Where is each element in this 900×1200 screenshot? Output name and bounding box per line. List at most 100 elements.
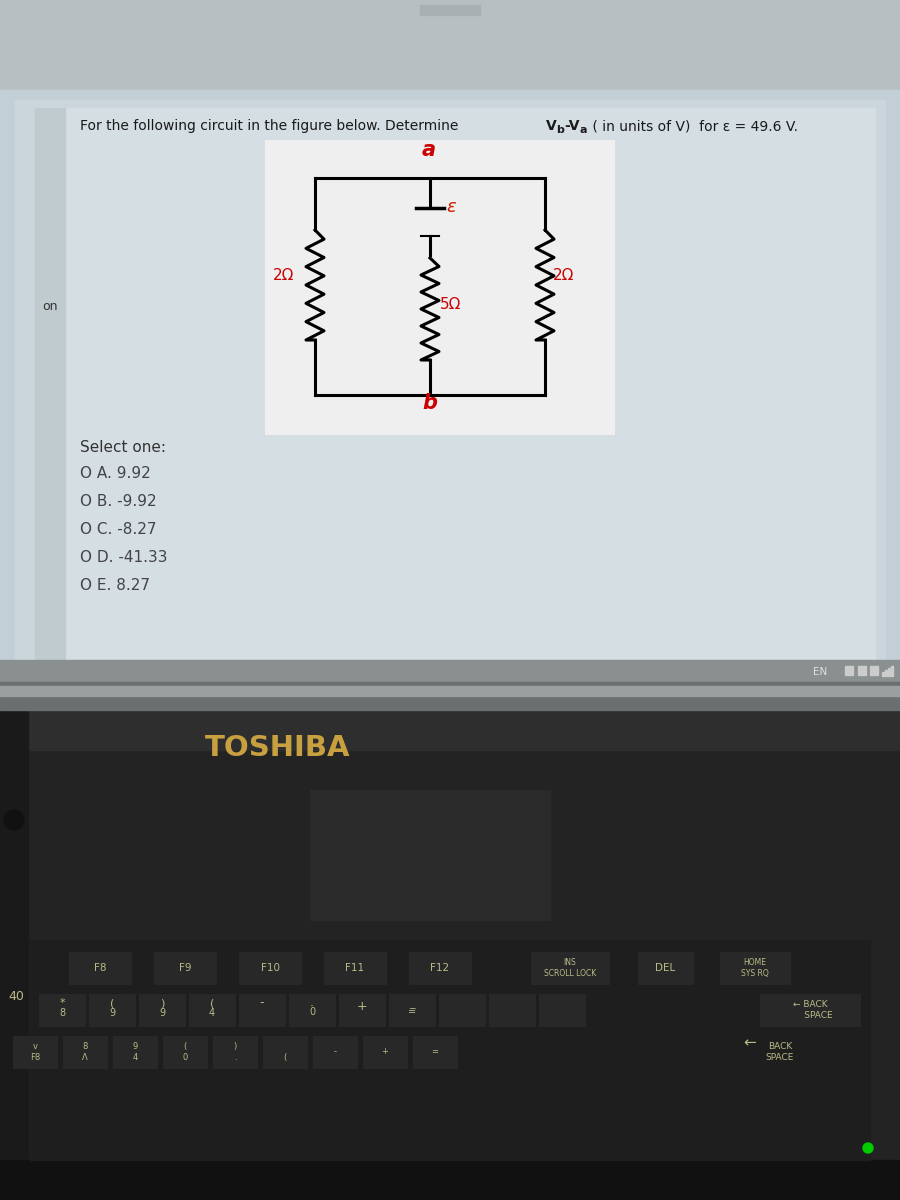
Text: a: a xyxy=(422,140,436,160)
Text: F9: F9 xyxy=(179,962,191,973)
Bar xyxy=(363,1036,407,1068)
Text: 8
Λ: 8 Λ xyxy=(82,1043,88,1062)
Bar xyxy=(35,108,65,673)
Text: (
0: ( 0 xyxy=(183,1043,187,1062)
Text: Select one:: Select one: xyxy=(80,440,166,455)
Bar xyxy=(637,952,692,984)
Bar xyxy=(63,1036,107,1068)
Bar xyxy=(113,1036,157,1068)
Bar xyxy=(720,952,790,984)
Text: O C. -8.27: O C. -8.27 xyxy=(80,522,157,538)
Text: ): ) xyxy=(160,998,164,1008)
Text: O B. -9.92: O B. -9.92 xyxy=(80,494,157,509)
Bar xyxy=(885,670,887,676)
Bar xyxy=(531,952,609,984)
Text: +: + xyxy=(356,1000,367,1013)
Bar xyxy=(439,994,485,1026)
Text: v
F8: v F8 xyxy=(30,1043,40,1062)
Text: ( in units of V)  for ε = 49.6 V.: ( in units of V) for ε = 49.6 V. xyxy=(588,119,798,133)
Text: _: _ xyxy=(410,998,415,1009)
Text: F12: F12 xyxy=(430,962,450,973)
Text: 0: 0 xyxy=(309,1007,315,1018)
Bar xyxy=(313,1036,357,1068)
Text: -V: -V xyxy=(564,119,580,133)
Bar xyxy=(310,790,550,920)
Bar xyxy=(539,994,585,1026)
Bar xyxy=(89,994,135,1026)
Bar xyxy=(239,994,285,1026)
Bar xyxy=(0,686,900,696)
Text: *: * xyxy=(59,998,65,1008)
Bar xyxy=(69,952,131,984)
Text: F11: F11 xyxy=(346,962,365,973)
Bar xyxy=(0,710,900,1200)
Text: (: ( xyxy=(284,1043,286,1062)
Bar xyxy=(413,1036,457,1068)
Text: F10: F10 xyxy=(260,962,280,973)
Text: +: + xyxy=(382,1048,389,1056)
Text: -: - xyxy=(260,996,265,1009)
Bar xyxy=(0,682,900,710)
Text: HOME
SYS RQ: HOME SYS RQ xyxy=(741,958,769,978)
Text: EN: EN xyxy=(813,667,827,677)
Text: DEL: DEL xyxy=(655,962,675,973)
Bar xyxy=(845,666,853,674)
Bar xyxy=(0,0,900,110)
Bar xyxy=(882,672,884,676)
Bar xyxy=(0,710,900,750)
Text: 2Ω: 2Ω xyxy=(273,268,294,283)
Text: 8: 8 xyxy=(58,1008,65,1018)
Text: ←: ← xyxy=(743,1034,756,1050)
Text: a: a xyxy=(580,125,588,134)
Text: BACK
SPACE: BACK SPACE xyxy=(766,1043,794,1062)
Text: O A. 9.92: O A. 9.92 xyxy=(80,466,151,481)
Text: 9: 9 xyxy=(159,1008,165,1018)
Bar xyxy=(339,994,385,1026)
Bar xyxy=(0,660,900,682)
Text: ε: ε xyxy=(446,198,455,216)
Bar xyxy=(139,994,185,1026)
Bar xyxy=(263,1036,307,1068)
Text: V: V xyxy=(546,119,557,133)
Text: .: . xyxy=(310,996,314,1009)
Bar xyxy=(15,100,885,674)
Text: b: b xyxy=(422,392,437,413)
Text: 9: 9 xyxy=(109,1008,115,1018)
Bar xyxy=(409,952,471,984)
Text: O E. 8.27: O E. 8.27 xyxy=(80,578,150,593)
Text: (: ( xyxy=(210,998,214,1008)
Text: 40: 40 xyxy=(8,990,24,1003)
Text: TOSHIBA: TOSHIBA xyxy=(205,734,350,762)
Bar xyxy=(870,666,878,674)
Bar xyxy=(39,994,85,1026)
Text: ← BACK
      SPACE: ← BACK SPACE xyxy=(788,1001,832,1020)
Text: INS
SCROLL LOCK: INS SCROLL LOCK xyxy=(544,958,596,978)
Text: O D. -41.33: O D. -41.33 xyxy=(80,550,167,565)
Bar xyxy=(239,952,301,984)
Text: on: on xyxy=(42,300,58,313)
Bar xyxy=(35,108,875,673)
Bar xyxy=(163,1036,207,1068)
Text: 5Ω: 5Ω xyxy=(440,296,462,312)
Text: 4: 4 xyxy=(209,1008,215,1018)
Bar xyxy=(888,668,890,676)
Bar xyxy=(891,666,893,676)
Bar xyxy=(0,90,900,680)
Bar xyxy=(289,994,335,1026)
Text: -: - xyxy=(334,1048,337,1056)
Text: 2Ω: 2Ω xyxy=(553,268,574,283)
Bar xyxy=(760,994,860,1026)
Bar xyxy=(13,1036,57,1068)
Bar xyxy=(0,710,28,1200)
Bar xyxy=(324,952,386,984)
Bar xyxy=(30,940,870,1160)
Text: =: = xyxy=(431,1048,438,1056)
Text: )
.: ) . xyxy=(233,1043,237,1062)
Text: b: b xyxy=(556,125,564,134)
Bar xyxy=(189,994,235,1026)
Bar xyxy=(213,1036,257,1068)
Text: =: = xyxy=(408,1007,416,1018)
Text: 9
4: 9 4 xyxy=(132,1043,138,1062)
Text: (: ( xyxy=(110,998,114,1008)
Circle shape xyxy=(4,810,24,830)
